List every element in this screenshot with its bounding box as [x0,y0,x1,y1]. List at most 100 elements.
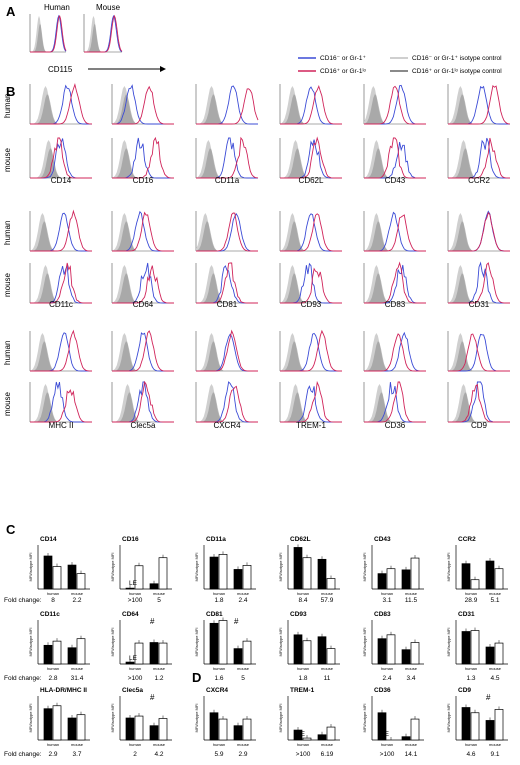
marker-label: CCR2 [468,176,490,185]
chart-title: CD81 [206,611,223,618]
isotype-control-2 [30,221,92,251]
histogram-cd16-mouse [111,136,174,179]
histogram-mhc-ii-human [29,329,92,372]
bar-mouse-open [326,578,336,590]
chart-title: CCR2 [458,536,476,543]
histogram-pink [364,333,426,372]
histogram-pink [112,265,174,304]
bar-human-open [218,718,228,741]
isotype-control-2 [364,94,426,124]
chart-title: CD11a [206,536,226,543]
bar-mouse-filled [317,558,327,590]
row-label-mouse: mouse [3,147,12,172]
histogram-cd83-human [363,211,426,252]
histogram-trem-1-human [279,329,342,372]
histogram-pink [196,212,258,252]
x-tick-label: mouse [237,742,250,747]
x-tick-label: human [47,742,59,747]
panel-letter-b: B [6,84,15,99]
histogram-cd64-mouse [111,262,174,304]
bar-human-filled [377,638,387,665]
annotation-le: LE [297,731,306,738]
fold-change-value: 1.8 [214,597,223,604]
histogram-pink [30,14,67,53]
histogram-pink [30,82,93,125]
histogram-pink [30,388,92,423]
histogram-cd64-human [111,210,174,252]
bar-mouse-filled [317,636,327,665]
chart-title: CD11c [40,611,60,618]
isotype-control-2 [280,341,342,371]
isotype-control-2 [112,341,174,371]
y-axis-label: MFI/Isotype MFI [194,628,199,657]
x-tick-label: human [129,591,141,596]
histogram-pink [30,262,92,304]
panel-letter-d: D [192,670,201,685]
histogram-cd11c-human [29,209,92,252]
histogram-pink [280,267,342,304]
y-axis-label: MFI/Isotype MFI [110,628,115,657]
x-tick-label: mouse [405,666,418,671]
bar-human-filled [125,661,135,665]
bar-mouse-filled [233,725,243,741]
histogram-ccr2-mouse [447,137,510,179]
bar-mouse-open [242,565,252,590]
bar-chart-hla-dr-mhc-ii: HLA-DR/MHC II MFI/Isotype MFI human 2.9 mous… [28,687,90,758]
fold-change-value: 28.9 [465,597,478,604]
bar-human-open [52,566,62,590]
bar-mouse-filled [67,564,77,590]
bar-mouse-filled [401,649,411,665]
bar-mouse-open [410,718,420,741]
panel-letter-c: C [6,522,16,537]
histogram-mhc-ii-mouse [29,381,92,423]
histogram-pink [30,329,92,372]
fold-change-value: 3.1 [382,597,391,604]
x-tick-label: human [297,742,309,747]
marker-label: CD31 [469,300,490,309]
panel-b: human mouse CD14 CD16 CD11a CD62L CD43 CCR2 huma… [3,82,511,430]
histogram-pink [364,381,426,423]
bar-human-filled [293,547,303,590]
histogram-cd36-mouse [363,381,426,423]
isotype-control-2 [112,221,174,251]
x-tick-label: human [213,591,225,596]
bar-mouse-open [76,573,86,590]
isotype-control-1 [448,384,510,422]
isotype-control-2 [30,273,92,303]
bar-mouse-open [326,726,336,741]
bar-human-filled [43,555,53,590]
y-axis-label: MFI/Isotype MFI [28,553,33,582]
bar-human-filled [125,587,135,590]
isotype-control-2 [196,341,258,371]
histogram-pink [280,213,342,252]
x-tick-label: mouse [237,666,250,671]
bar-mouse-open [242,640,252,665]
histogram-pink [112,380,174,423]
bar-chart-cd81: CD81 MFI/Isotype MFI human 1.6 mouse 5 # [194,611,256,682]
annotation-le: LE [129,580,138,587]
histogram-cd62l-human [279,84,342,125]
isotype-control-2 [280,94,342,124]
bar-human-filled [125,717,135,741]
histogram-cxcr4-mouse [195,381,258,423]
bar-mouse-filled [67,647,77,665]
fold-change-value: 3.4 [406,675,415,682]
histogram-cd93-mouse [279,262,342,304]
histogram-ccr2-human [447,84,511,125]
isotype-control-2 [196,273,258,303]
fold-change-value: 2.9 [238,751,247,758]
marker-label: CD36 [385,421,406,430]
isotype-control-2 [196,392,258,422]
bar-human-open [302,640,312,665]
bar-mouse-filled [317,734,327,741]
histogram-cd14-mouse [29,137,92,179]
isotype-control-2 [364,392,426,422]
legend-label-1: CD16⁻ or Gr-1⁺ [320,55,366,62]
y-axis-label: MFI/Isotype MFI [110,553,115,582]
histogram-pink [112,330,174,372]
bar-chart-cd11c: CD11c MFI/Isotype MFI human 2.8 mouse 31.4 [28,611,90,682]
fold-change-value: 2.4 [238,597,247,604]
histogram-pink [196,329,258,372]
